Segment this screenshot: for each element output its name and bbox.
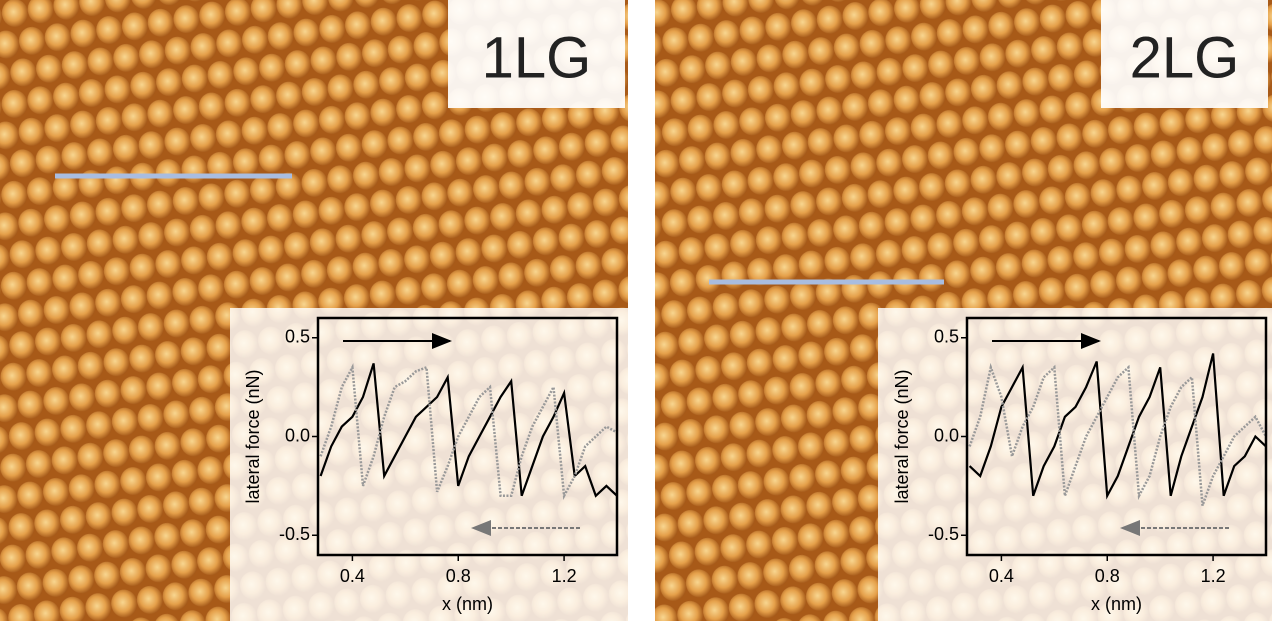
x-tick-label: 1.2 — [1201, 566, 1226, 586]
x-tick-label: 0.4 — [340, 566, 365, 586]
y-axis-label: lateral force (nN) — [243, 369, 263, 503]
x-tick-label: 0.8 — [446, 566, 471, 586]
y-tick-label: 0.0 — [934, 425, 959, 445]
x-tick-label: 0.4 — [989, 566, 1014, 586]
y-tick-label: -0.5 — [928, 524, 959, 544]
x-axis-label: x (nm) — [1091, 594, 1142, 614]
y-tick-label: 0.0 — [285, 425, 310, 445]
y-tick-label: 0.5 — [934, 327, 959, 347]
x-tick-label: 0.8 — [1095, 566, 1120, 586]
page: {"chart_data": [ {"type": "line", "annot… — [0, 0, 1272, 621]
panel-label: 1LG — [482, 25, 592, 90]
panel-label: 2LG — [1130, 25, 1240, 90]
x-tick-label: 1.2 — [552, 566, 577, 586]
figure: 1LG 0.4 0.8 1.2 -0.5 0.0 0.5 x (nm) lateral forc… — [0, 0, 1272, 621]
y-tick-label: -0.5 — [279, 524, 310, 544]
x-axis-label: x (nm) — [442, 594, 493, 614]
y-axis-label: lateral force (nN) — [892, 369, 912, 503]
y-tick-label: 0.5 — [285, 327, 310, 347]
